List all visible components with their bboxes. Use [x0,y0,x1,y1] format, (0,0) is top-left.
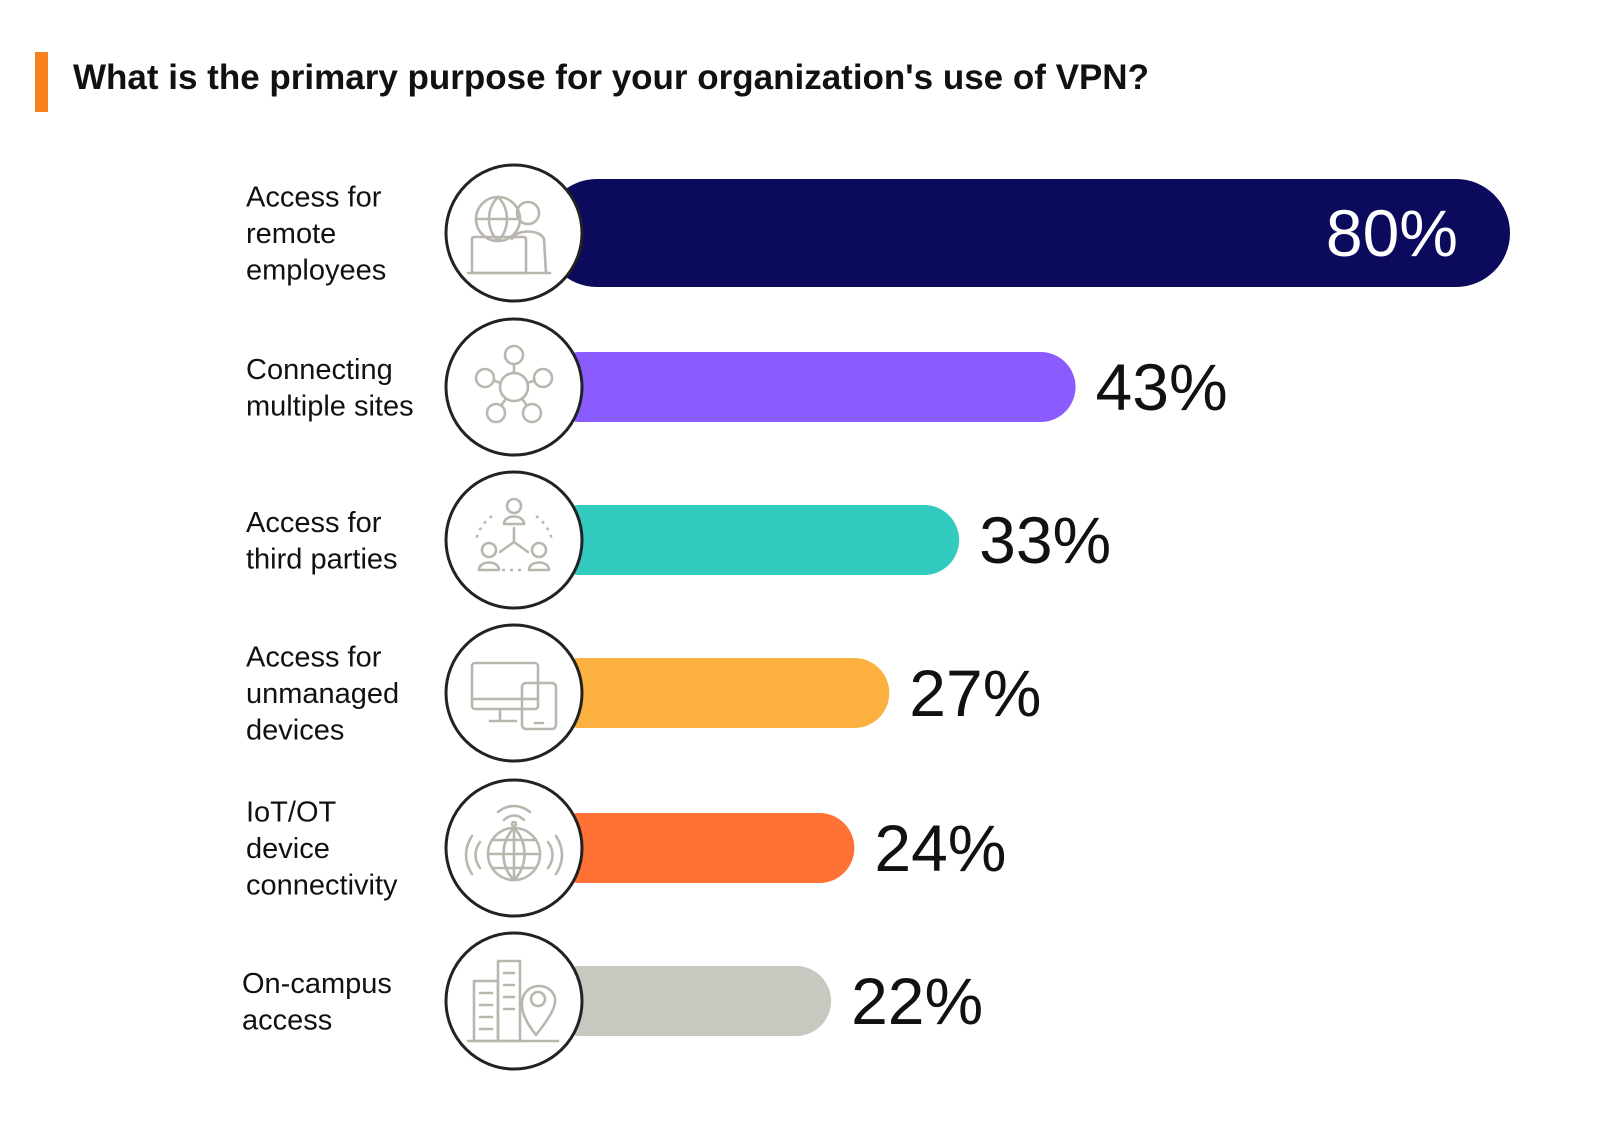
chart-title: What is the primary purpose for your org… [73,58,1149,97]
third-party-org-icon [474,497,554,572]
devices-icon [470,661,558,731]
icon-circle-4 [444,623,584,763]
value-label-3: 33% [979,503,1111,577]
category-label-1: Access for remote employees [246,182,386,287]
category-label-2: Connecting multiple sites [246,354,414,423]
category-label-3: Access for third parties [246,507,398,576]
value-label-5: 24% [874,811,1006,885]
category-label-6: On-campus access [242,968,392,1037]
category-label-5: IoT/OT device connectivity [246,797,398,902]
title-accent-bar [35,52,48,112]
iot-globe-icon [464,804,564,882]
bar-2 [545,352,1076,422]
category-label-4: Access for unmanaged devices [246,642,399,747]
value-label-2: 43% [1096,350,1228,424]
icon-circle-2 [444,317,584,457]
bar-4 [545,658,890,728]
network-hub-icon [474,344,554,424]
value-label-6: 22% [851,964,983,1038]
bar-3 [545,505,960,575]
icon-circle-6 [444,931,584,1071]
bar-6 [545,966,832,1036]
campus-location-icon [466,959,560,1043]
bar-1 [543,179,1510,287]
value-label-1: 80% [1326,196,1458,270]
value-label-4: 27% [909,656,1041,730]
remote-worker-icon [466,195,552,275]
bar-5 [545,813,855,883]
